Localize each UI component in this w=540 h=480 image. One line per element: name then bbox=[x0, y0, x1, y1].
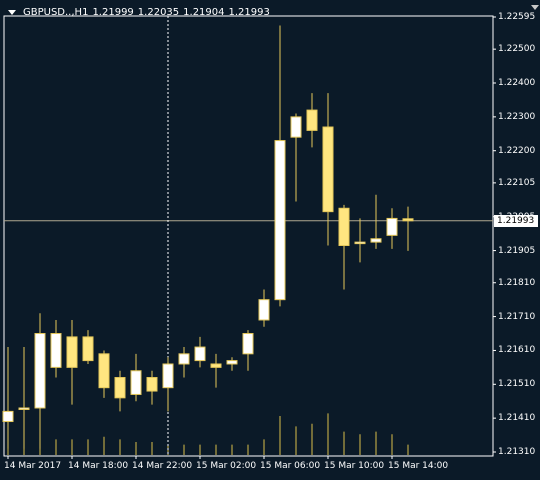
candle-bear bbox=[82, 336, 94, 362]
plot-frame bbox=[3, 15, 494, 457]
time-label: 15 Mar 14:00 bbox=[388, 461, 449, 471]
symbol-menu-icon[interactable] bbox=[8, 9, 16, 15]
price-label: 1.21610 bbox=[498, 345, 536, 356]
candle-bull bbox=[130, 370, 142, 395]
price-label: 1.22500 bbox=[498, 44, 536, 55]
low-value: 1.21904 bbox=[183, 6, 225, 18]
time-label: 15 Mar 06:00 bbox=[260, 461, 321, 471]
candle-bull bbox=[18, 407, 30, 410]
triangle-down-icon bbox=[531, 4, 539, 10]
time-label: 14 Mar 2017 bbox=[4, 461, 62, 471]
close-value: 1.21993 bbox=[228, 6, 270, 18]
candle-bull bbox=[34, 333, 46, 409]
candle-bear bbox=[306, 109, 318, 131]
time-label: 15 Mar 02:00 bbox=[196, 461, 257, 471]
price-label: 1.21310 bbox=[498, 447, 536, 457]
candle-bear bbox=[402, 218, 414, 222]
candle-bull bbox=[386, 217, 398, 236]
time-label: 15 Mar 10:00 bbox=[324, 461, 385, 471]
price-label: 1.21410 bbox=[498, 413, 536, 424]
chart-scroll-button[interactable] bbox=[530, 2, 540, 12]
candle-bull bbox=[2, 410, 14, 423]
time-label: 14 Mar 22:00 bbox=[132, 461, 193, 471]
time-label: 14 Mar 18:00 bbox=[68, 461, 129, 471]
open-value: 1.21999 bbox=[92, 6, 134, 18]
price-label: 1.22300 bbox=[498, 111, 536, 122]
high-value: 1.22035 bbox=[137, 6, 180, 18]
candle-bull bbox=[242, 333, 254, 355]
candle-bull bbox=[178, 353, 190, 365]
candle-bear bbox=[210, 363, 222, 368]
candle-bear bbox=[66, 336, 78, 368]
price-label: 1.21810 bbox=[498, 277, 536, 288]
candle-bull bbox=[274, 140, 286, 301]
candle-bull bbox=[50, 333, 62, 368]
candle-bull bbox=[194, 346, 206, 362]
price-label: 1.21510 bbox=[498, 379, 536, 390]
price-label: 1.22105 bbox=[498, 177, 536, 188]
chart-header: GBPUSD..,H1 1.21999 1.22035 1.21904 1.21… bbox=[8, 4, 270, 20]
candle-bull bbox=[354, 241, 366, 245]
price-label: 1.22400 bbox=[498, 78, 536, 88]
candle-bear bbox=[322, 126, 334, 213]
candle-bear bbox=[146, 377, 158, 392]
candle-bull bbox=[370, 238, 382, 243]
candle-bull bbox=[162, 363, 174, 389]
price-label: 1.22595 bbox=[498, 12, 536, 22]
candle-bear bbox=[114, 377, 126, 399]
price-label: 1.21710 bbox=[498, 311, 536, 322]
candle-bear bbox=[338, 207, 350, 247]
symbol-label[interactable]: GBPUSD..,H1 bbox=[23, 6, 89, 18]
candle-bull bbox=[258, 299, 270, 321]
candle-bull bbox=[226, 360, 238, 365]
candle-bull bbox=[290, 116, 302, 138]
price-label: 1.22200 bbox=[498, 145, 536, 156]
price-label: 1.21905 bbox=[498, 245, 536, 256]
current-price-tag: 1.21993 bbox=[494, 214, 538, 227]
candle-bear bbox=[98, 353, 110, 389]
